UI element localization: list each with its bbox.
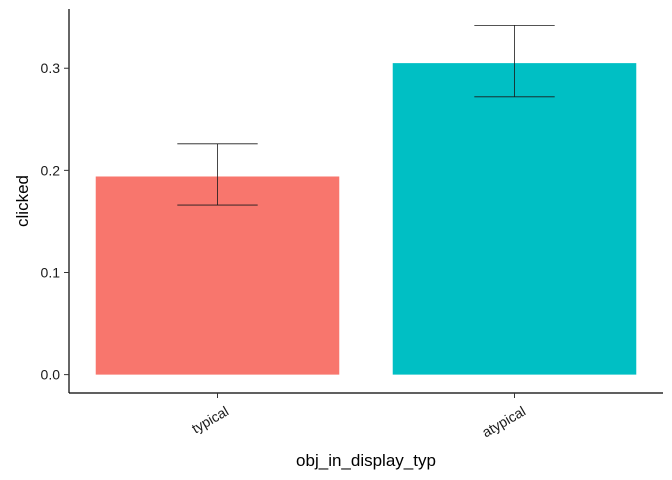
error-bar-atypical (474, 24, 555, 98)
bar-atypical (392, 63, 637, 375)
x-tick-label-atypical: atypical (479, 403, 528, 441)
y-tick-label: 0.1 (41, 264, 61, 280)
x-ticks: typical atypical (189, 393, 528, 440)
error-bar-typical (177, 143, 258, 206)
x-axis-title: obj_in_display_typ (296, 451, 436, 470)
y-tick-label: 0.3 (41, 60, 61, 76)
x-tick-label-typical: typical (189, 403, 231, 437)
y-axis-title: clicked (13, 175, 32, 227)
y-tick-label: 0.2 (41, 162, 61, 178)
bar-typical (95, 176, 340, 375)
y-ticks: 0.0 0.1 0.2 0.3 (41, 60, 69, 383)
error-bars-layer (177, 24, 555, 206)
y-tick-label: 0.0 (41, 367, 61, 383)
bars-layer (95, 63, 637, 375)
